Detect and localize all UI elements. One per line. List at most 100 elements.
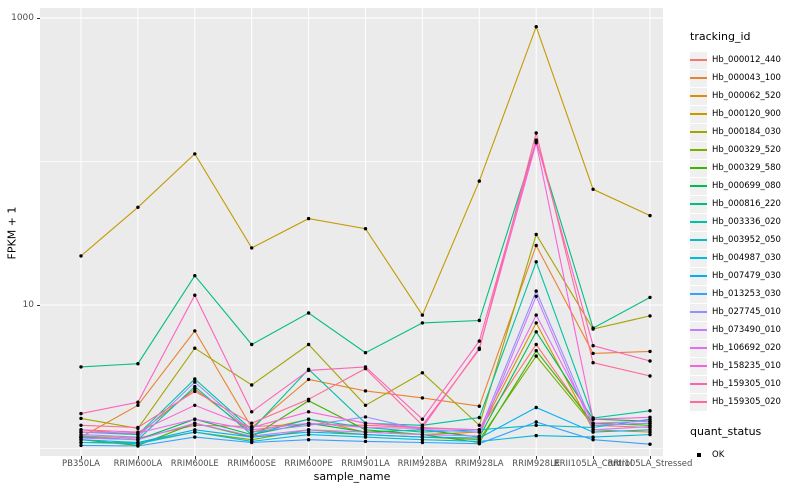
- legend-color-line: [690, 113, 707, 115]
- legend-entry-label: Hb_013253_030: [712, 289, 781, 299]
- legend-key-line-icon: [690, 339, 707, 357]
- x-tick-mark: [81, 456, 82, 459]
- x-tick-label: PB350LA: [62, 459, 100, 469]
- legend-color-line: [690, 59, 707, 61]
- data-point: [306, 216, 311, 221]
- legend-key-line-icon: [690, 285, 707, 303]
- data-point: [591, 417, 595, 421]
- legend-entry: Hb_159305_020: [690, 393, 800, 411]
- legend-entry-label: Hb_000120_900: [712, 109, 781, 119]
- data-point: [363, 432, 368, 437]
- data-point: [193, 346, 197, 350]
- data-point: [250, 410, 254, 414]
- x-tick-mark: [194, 456, 196, 459]
- data-point: [534, 289, 538, 293]
- plot-svg: [40, 8, 663, 456]
- data-point: [591, 435, 595, 439]
- data-point: [363, 439, 368, 444]
- legend-color-line: [690, 311, 707, 313]
- legend-key-line-icon: [690, 267, 707, 285]
- data-point: [534, 342, 538, 347]
- x-tick-mark: [422, 456, 424, 459]
- legend-entry: Hb_013253_030: [690, 285, 800, 303]
- legend-color-line: [690, 293, 707, 295]
- legend: tracking_id Hb_000012_440 Hb_000043_100 Hb…: [690, 30, 800, 464]
- data-point: [648, 314, 652, 318]
- data-point: [79, 443, 83, 448]
- legend-entry: Hb_000816_220: [690, 195, 800, 213]
- data-point: [648, 359, 652, 363]
- legend-color-line: [690, 329, 707, 331]
- legend-title-tracking-id: tracking_id: [690, 30, 751, 43]
- legend-key-line-icon: [690, 249, 707, 267]
- x-axis-title: sample_name: [313, 470, 391, 483]
- legend-entry: Hb_000329_580: [690, 159, 800, 177]
- data-point: [420, 438, 425, 442]
- legend-entry-label: Hb_000062_520: [712, 91, 781, 101]
- x-tick-mark: [251, 456, 253, 459]
- x-tick-mark: [137, 456, 139, 459]
- legend-key-line-icon: [690, 159, 707, 177]
- data-point: [136, 438, 140, 442]
- data-point: [591, 187, 595, 191]
- data-point: [250, 425, 254, 430]
- x-tick-mark: [536, 456, 538, 459]
- data-point: [363, 435, 368, 439]
- data-point: [363, 403, 368, 407]
- data-point: [534, 294, 538, 298]
- x-tick-label: RRIM928BA: [397, 459, 448, 469]
- x-tick-label: RRIM600LA: [113, 459, 163, 469]
- data-point: [648, 432, 652, 437]
- data-point: [79, 428, 83, 432]
- legend-key-line-icon: [690, 357, 707, 375]
- x-tick-label: RRIM901LA: [341, 459, 390, 469]
- data-point: [648, 349, 652, 354]
- data-point: [363, 421, 368, 425]
- legend-entry: Hb_000699_080: [690, 177, 800, 195]
- data-point: [420, 321, 425, 325]
- legend-entry: Hb_000120_900: [690, 105, 800, 123]
- data-point: [306, 438, 311, 442]
- data-point: [306, 342, 311, 347]
- data-point: [477, 423, 481, 427]
- data-point: [79, 254, 83, 258]
- data-point: [136, 362, 140, 366]
- legend-entry: Hb_000062_520: [690, 87, 800, 105]
- legend-color-line: [690, 239, 707, 241]
- x-tick-mark: [479, 456, 481, 459]
- data-point: [136, 430, 140, 434]
- data-point: [420, 440, 425, 445]
- data-point: [79, 416, 83, 421]
- legend-entry: Hb_000012_440: [690, 51, 800, 69]
- legend-key-line-icon: [690, 231, 707, 249]
- data-point: [306, 397, 311, 401]
- legend-entry-label: Hb_073490_010: [712, 325, 781, 335]
- data-point: [306, 410, 311, 414]
- legend-key-line-icon: [690, 105, 707, 123]
- legend-entry-label: Hb_000012_440: [712, 55, 781, 65]
- data-point: [534, 321, 538, 325]
- data-point: [420, 396, 425, 400]
- x-tick-label: RRIM928LE: [512, 459, 561, 469]
- data-point: [193, 377, 197, 381]
- legend-key-line-icon: [690, 195, 707, 213]
- legend-key-line-icon: [690, 213, 707, 231]
- legend-key-line-icon: [690, 141, 707, 159]
- legend-entry-label: Hb_000816_220: [712, 199, 781, 209]
- data-point: [477, 415, 481, 420]
- data-point: [534, 313, 538, 317]
- data-point: [363, 366, 368, 371]
- data-point: [79, 436, 83, 440]
- data-point: [591, 351, 595, 356]
- legend-key-line-icon: [690, 69, 707, 87]
- legend-color-line: [690, 131, 707, 133]
- legend-entry-label: Hb_003336_020: [712, 217, 781, 227]
- data-point: [534, 354, 538, 358]
- legend-color-line: [690, 149, 707, 151]
- data-point: [477, 404, 481, 408]
- legend-key-line-icon: [690, 375, 707, 393]
- data-point: [79, 411, 83, 416]
- data-point: [250, 342, 254, 347]
- legend-entry-label: Hb_000043_100: [712, 73, 781, 83]
- data-point: [477, 428, 481, 432]
